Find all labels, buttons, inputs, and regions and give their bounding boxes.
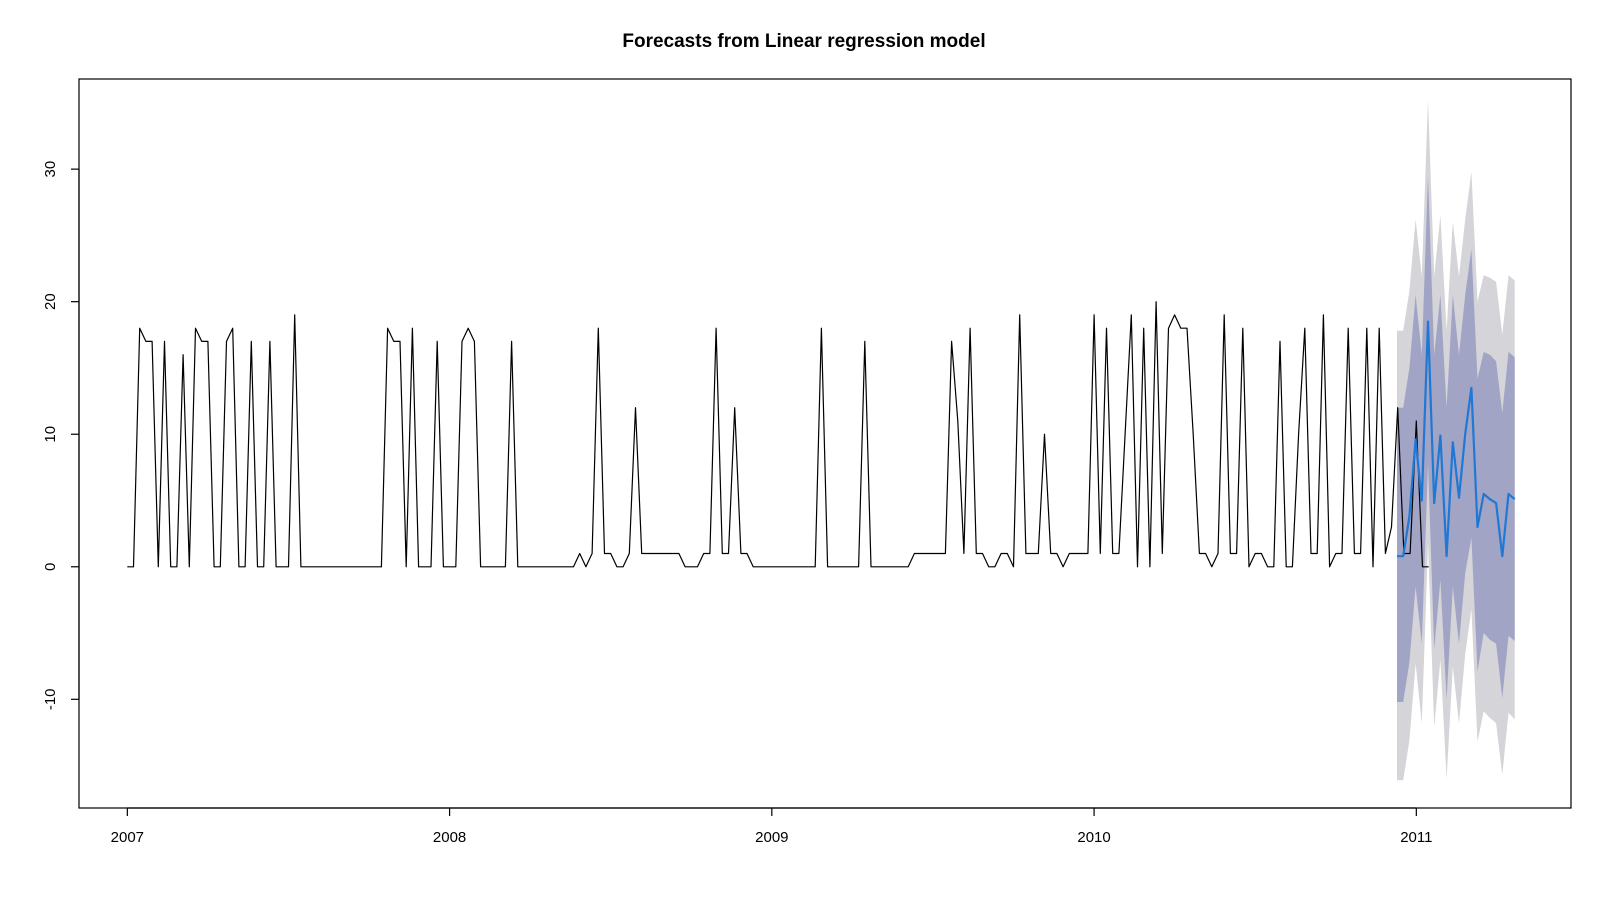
x-tick-label: 2009 bbox=[755, 829, 788, 846]
y-tick-label: 30 bbox=[42, 161, 59, 178]
series-lines bbox=[127, 301, 1516, 568]
observed-line bbox=[127, 301, 1429, 568]
forecast-line bbox=[1397, 320, 1516, 558]
y-tick-label: 0 bbox=[42, 563, 59, 571]
x-tick-label: 2010 bbox=[1077, 829, 1110, 846]
y-tick-label: -10 bbox=[42, 688, 59, 710]
y-axis: -10 0 10 20 30 bbox=[42, 161, 80, 710]
chart-title: Forecasts from Linear regression model bbox=[622, 31, 985, 52]
y-tick-label: 20 bbox=[42, 293, 59, 310]
y-tick-label: 10 bbox=[42, 426, 59, 443]
plot-frame bbox=[78, 78, 1572, 809]
x-axis: 2007 2008 2009 2010 2011 bbox=[111, 807, 1432, 846]
band-80 bbox=[1397, 175, 1515, 703]
prediction-intervals bbox=[1397, 100, 1515, 781]
x-tick-label: 2007 bbox=[111, 829, 144, 846]
x-tick-label: 2008 bbox=[433, 829, 466, 846]
x-tick-label: 2011 bbox=[1400, 829, 1432, 846]
